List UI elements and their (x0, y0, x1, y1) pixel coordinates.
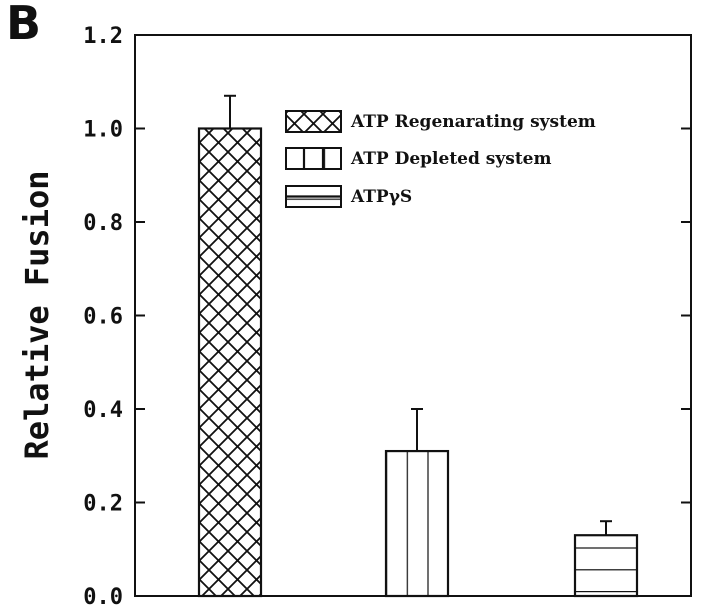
bar (573, 534, 639, 598)
y-tick-label: 0.0 (83, 585, 123, 610)
y-tick-label: 1.2 (83, 24, 123, 49)
legend-swatch (285, 110, 342, 133)
y-tick-label: 0.8 (83, 211, 123, 236)
legend-label: ATP Depleted system (350, 149, 551, 169)
bars (197, 94, 639, 598)
legend-label: ATPγS (350, 187, 412, 207)
y-tick-label: 0.4 (83, 398, 123, 423)
y-axis-title: Relative Fusion (18, 171, 56, 460)
panel-label: B (6, 0, 42, 50)
axes: 0.0 0.2 0.4 0.6 0.8 1.0 1.2 (83, 24, 692, 610)
legend-swatch (285, 147, 342, 170)
legend-label: ATP Regenarating system (350, 112, 596, 132)
bar (384, 449, 450, 598)
legend: ATP Regenarating system ATP Depleted syst… (285, 110, 596, 208)
bar (197, 127, 263, 598)
y-tick-label: 0.6 (83, 305, 123, 330)
y-tick-label: 1.0 (83, 118, 123, 143)
y-tick-label: 0.2 (83, 492, 123, 517)
